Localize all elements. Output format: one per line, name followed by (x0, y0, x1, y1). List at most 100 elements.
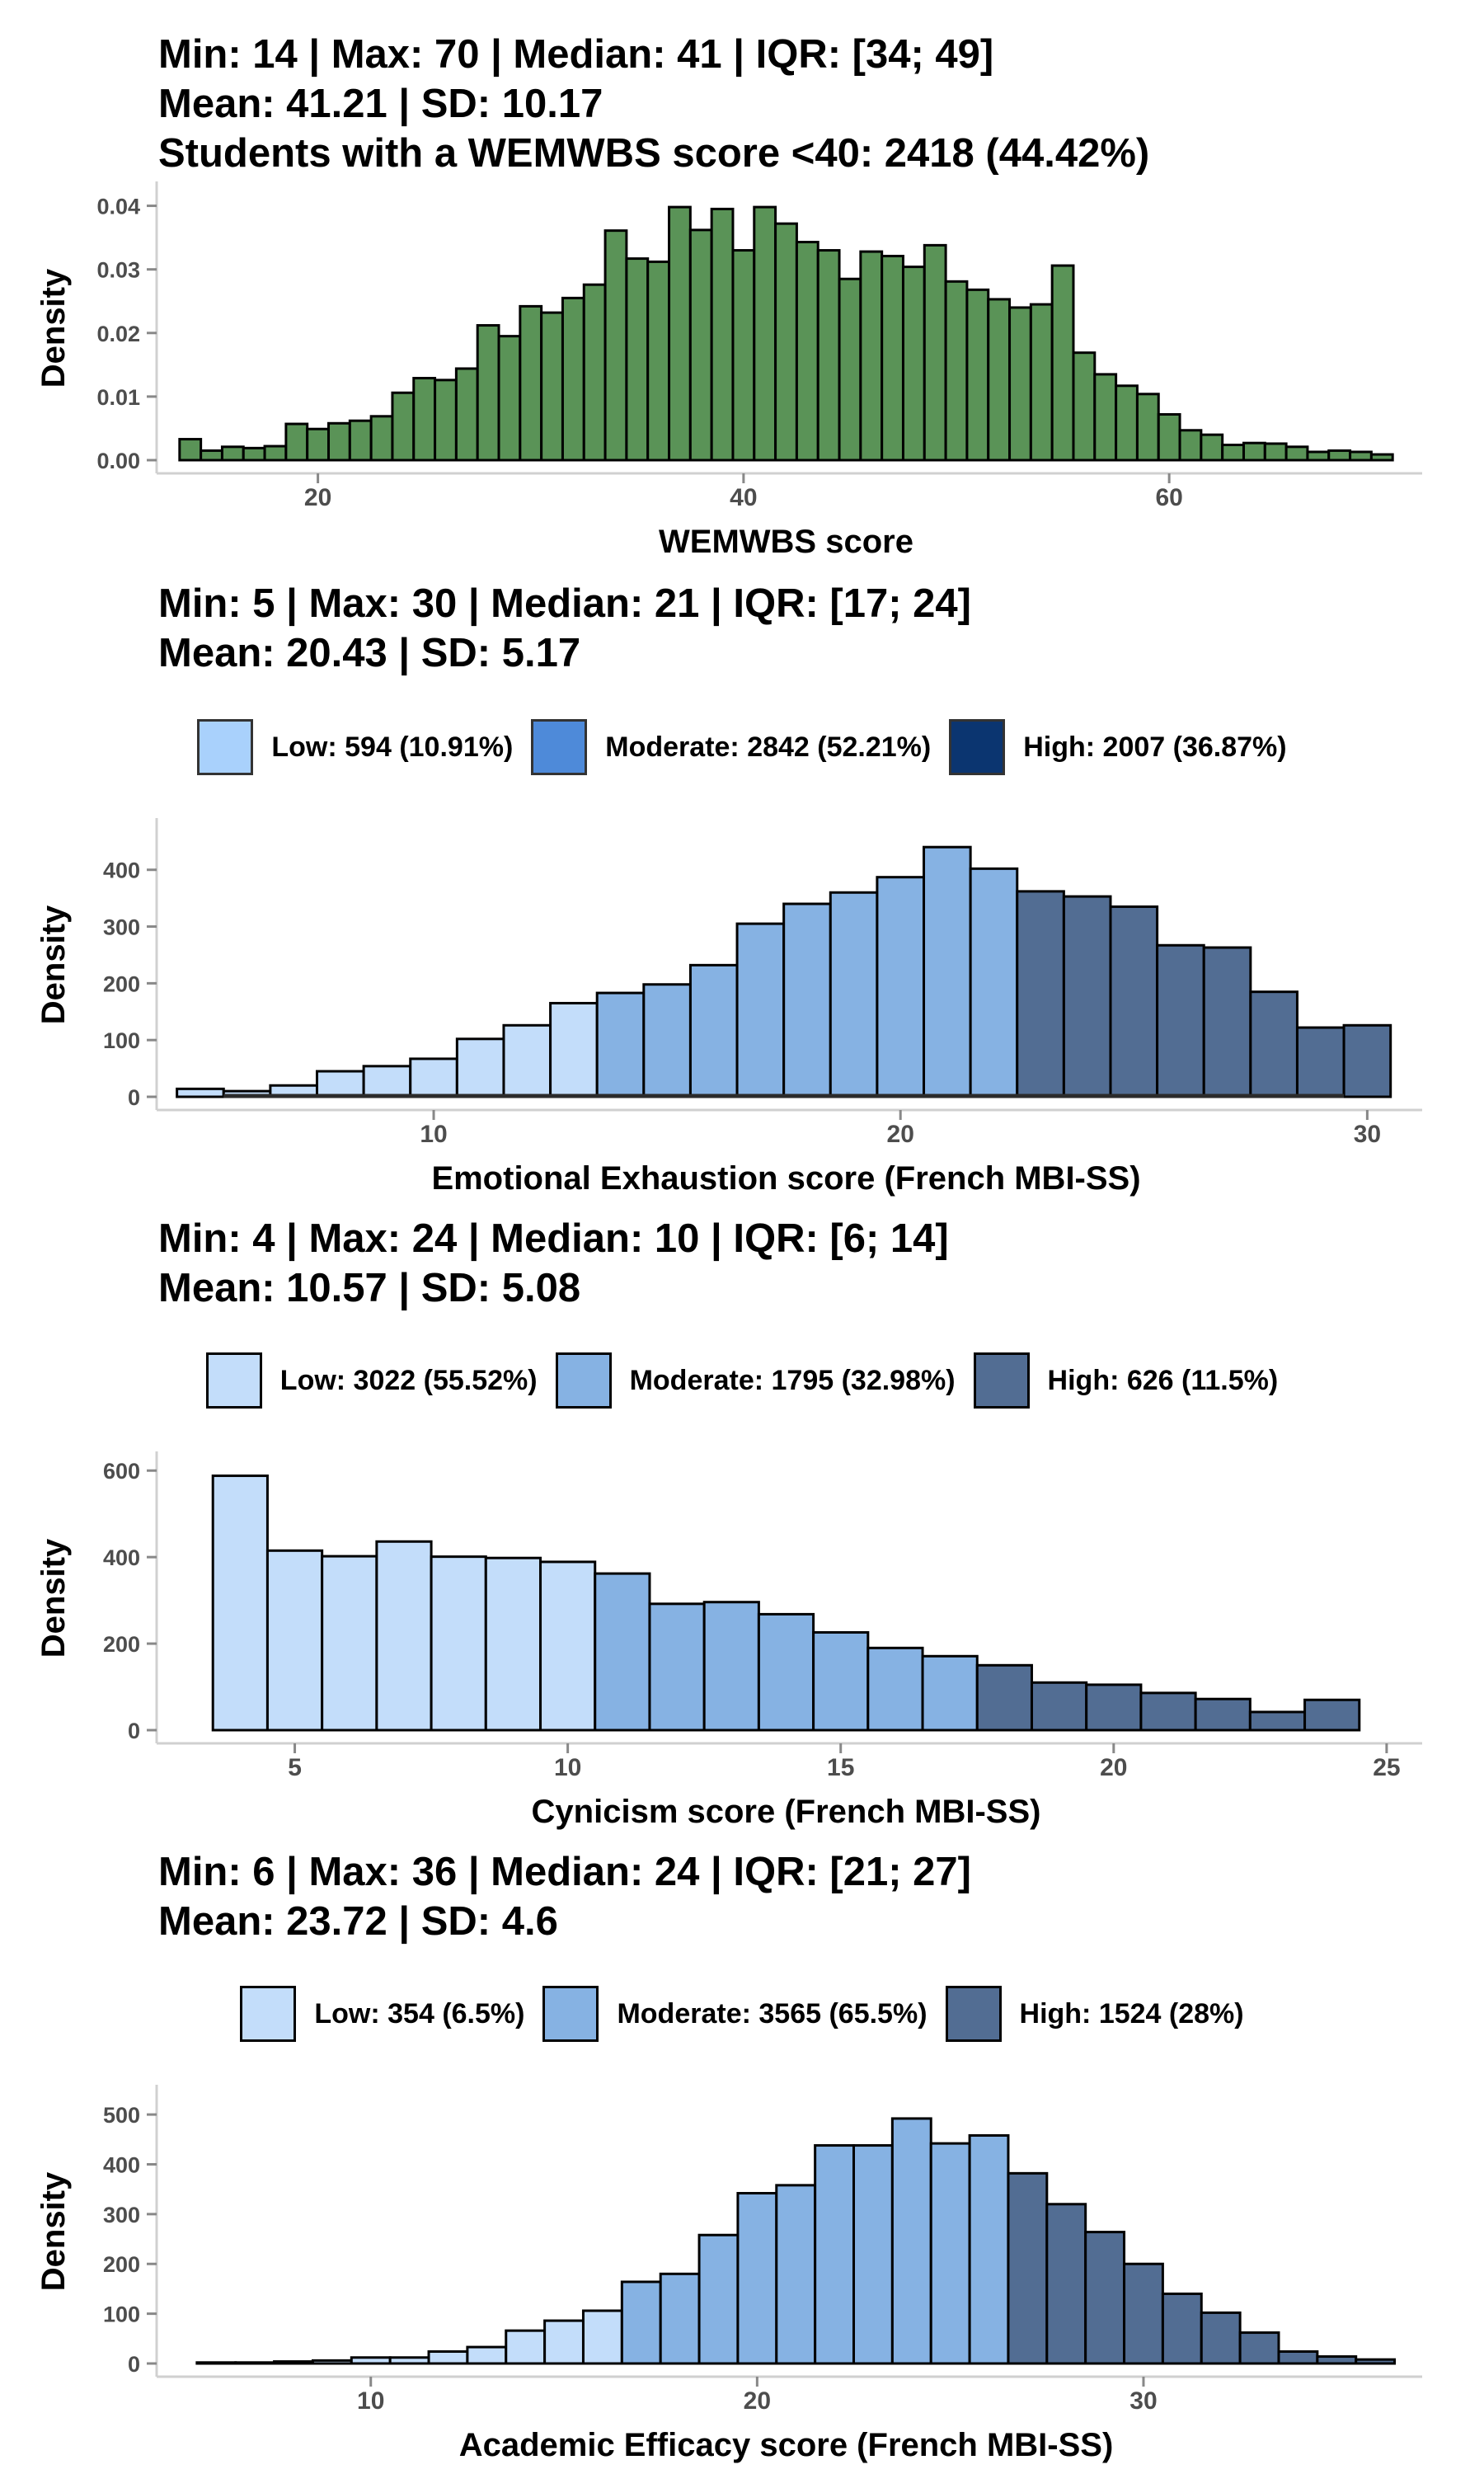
academic-efficacy-bar (659, 2272, 701, 2365)
wemwbs-bar (646, 260, 671, 462)
wemwbs-bar (476, 324, 500, 462)
emotional-exhaustion-bar (1295, 1026, 1345, 1098)
cynicism-title-line: Mean: 10.57 | SD: 5.08 (158, 1266, 581, 1310)
cynicism-bar (757, 1612, 815, 1732)
wemwbs-bar (731, 249, 756, 462)
cynicism-bar (702, 1601, 760, 1732)
academic-efficacy-bar (890, 2117, 932, 2365)
cynicism-bar (211, 1475, 269, 1732)
emotional-exhaustion-legend-item: Low: 594 (10.91%) (197, 719, 513, 775)
emotional-exhaustion-x-tick-label: 20 (887, 1121, 914, 1148)
wemwbs-bar (987, 298, 1012, 462)
wemwbs-bar (306, 427, 331, 462)
cynicism-x-tick-label: 10 (554, 1754, 581, 1781)
wemwbs-bar (1115, 384, 1139, 462)
wemwbs-x-tick-label: 40 (730, 484, 757, 511)
cynicism-y-tick-label: 600 (103, 1459, 140, 1484)
wemwbs-bar (369, 415, 394, 462)
cynicism-x-tick-label: 20 (1100, 1754, 1127, 1781)
wemwbs-bar (327, 421, 351, 462)
wemwbs-bar (1263, 442, 1288, 462)
emotional-exhaustion-y-tick-label: 200 (103, 971, 140, 996)
academic-efficacy-bar (466, 2345, 508, 2365)
wemwbs-bar (710, 207, 735, 462)
cynicism-bar (265, 1549, 324, 1732)
academic-efficacy-title-line: Mean: 23.72 | SD: 4.6 (158, 1899, 558, 1944)
cynicism-legend-item: Low: 3022 (55.52%) (205, 1352, 538, 1409)
emotional-exhaustion-legend-key (531, 719, 588, 775)
emotional-exhaustion-bar (1156, 943, 1205, 1098)
wemwbs-y-axis-label: Density (35, 268, 72, 388)
academic-efficacy-legend-item: High: 1524 (28%) (945, 1986, 1244, 2042)
emotional-exhaustion-bar (409, 1057, 458, 1098)
wemwbs-histogram: 0.00 0.01 0.02 0.03 0.04 20 40 60 WEMWBS score De… (35, 181, 1422, 560)
cynicism-title: Min: 4 | Max: 24 | Median: 10 | IQR: [6;… (158, 1214, 949, 1313)
wemwbs-bar (838, 277, 862, 462)
cynicism-bar (484, 1556, 542, 1732)
academic-efficacy-bar (775, 2184, 817, 2365)
wemwbs-bar (1072, 351, 1097, 462)
wemwbs-bar (519, 304, 543, 462)
wemwbs-bar (540, 311, 564, 462)
wemwbs-bar (434, 379, 458, 462)
wemwbs-bar (348, 419, 373, 462)
cynicism-bar (866, 1646, 924, 1732)
cynicism-bar (539, 1560, 597, 1732)
cynicism-y-tick-label: 200 (103, 1632, 140, 1657)
cynicism-x-tick-label: 5 (288, 1754, 302, 1781)
wemwbs-bar (284, 422, 309, 462)
cynicism-legend-label: Moderate: 1795 (32.98%) (629, 1364, 956, 1396)
academic-efficacy-x-tick-label: 20 (744, 2387, 771, 2415)
cynicism-y-tick-label: 0 (128, 1719, 140, 1743)
academic-efficacy-bar (1200, 2311, 1242, 2365)
wemwbs-bar (1242, 441, 1266, 462)
academic-efficacy-bar (852, 2144, 894, 2365)
academic-efficacy-bar (1277, 2350, 1319, 2365)
cynicism-legend-item: Moderate: 1795 (32.98%) (555, 1352, 956, 1409)
cynicism-legend-label: High: 626 (11.5%) (1047, 1364, 1279, 1396)
wemwbs-y-tick-label: 0.03 (96, 258, 140, 283)
emotional-exhaustion-legend-label: Low: 594 (10.91%) (271, 731, 514, 763)
emotional-exhaustion-histogram: 0 100 200 300 400 10 20 30 Emotional Exhaustion … (35, 818, 1422, 1197)
emotional-exhaustion-bar (735, 922, 786, 1098)
cynicism-y-axis-label: Density (35, 1538, 72, 1658)
academic-efficacy-bar (388, 2356, 430, 2365)
wemwbs-bar (1221, 443, 1245, 462)
academic-efficacy-legend-key (240, 1986, 297, 2042)
wemwbs-bar (412, 377, 437, 462)
academic-efficacy-bar (1084, 2231, 1126, 2365)
academic-efficacy-bar (581, 2309, 623, 2365)
cynicism-bar (1139, 1691, 1197, 1732)
wemwbs-bar (816, 249, 841, 462)
academic-efficacy-bar (814, 2144, 856, 2365)
emotional-exhaustion-y-tick-label: 300 (103, 915, 140, 940)
emotional-exhaustion-y-tick-label: 400 (103, 858, 140, 883)
emotional-exhaustion-bar (1062, 895, 1112, 1098)
cynicism-legend-key (555, 1352, 612, 1409)
emotional-exhaustion-bar (549, 1001, 599, 1098)
emotional-exhaustion-title-line: Mean: 20.43 | SD: 5.17 (158, 631, 581, 675)
wemwbs-bar (923, 243, 947, 462)
cynicism-histogram: 0 200 400 600 5 10 15 20 25 Cynicism score (Frenc… (35, 1451, 1422, 1830)
cynicism-y-tick-label: 400 (103, 1545, 140, 1570)
academic-efficacy-legend-label: High: 1524 (28%) (1019, 1997, 1244, 2030)
emotional-exhaustion-bar (876, 876, 926, 1098)
wemwbs-bar (1369, 453, 1394, 462)
emotional-exhaustion-bar (362, 1065, 412, 1098)
emotional-exhaustion-bar (688, 963, 739, 1098)
wemwbs-bar (901, 266, 926, 462)
academic-efficacy-y-axis-label: Density (35, 2171, 72, 2291)
wemwbs-bar (1029, 303, 1054, 462)
academic-efficacy-y-tick-label: 500 (103, 2103, 140, 2128)
cynicism-x-tick-label: 25 (1373, 1754, 1400, 1781)
cynicism-bar (1248, 1710, 1307, 1732)
cynicism-bar (1303, 1698, 1361, 1732)
academic-efficacy-bar (1123, 2262, 1164, 2365)
emotional-exhaustion-y-tick-label: 100 (103, 1028, 140, 1053)
emotional-exhaustion-legend-label: Moderate: 2842 (52.21%) (605, 731, 932, 763)
cynicism-x-tick-label: 15 (827, 1754, 854, 1781)
academic-efficacy-bar (273, 2360, 314, 2365)
wemwbs-bar (561, 296, 585, 462)
academic-efficacy-title-line: Min: 6 | Max: 36 | Median: 24 | IQR: [21… (158, 1850, 971, 1894)
academic-efficacy-y-tick-label: 0 (128, 2352, 140, 2377)
